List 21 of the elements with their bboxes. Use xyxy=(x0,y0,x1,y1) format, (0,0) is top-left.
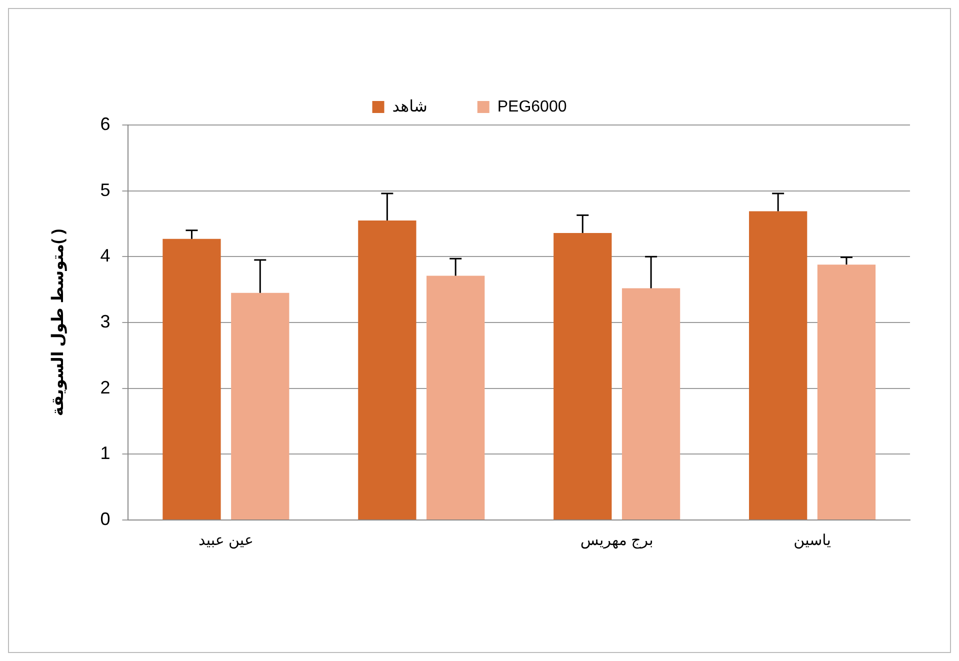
bar xyxy=(622,288,680,520)
bar xyxy=(358,220,416,520)
y-tick-label: 3 xyxy=(100,311,110,332)
bar xyxy=(749,211,808,520)
bar xyxy=(817,264,876,520)
y-tick-label: 1 xyxy=(100,443,110,464)
y-tick-label: 4 xyxy=(100,246,110,266)
y-tick-label: 0 xyxy=(100,508,110,529)
x-tick-label: برج مهريس xyxy=(580,532,654,550)
y-tick-label: 2 xyxy=(100,377,110,398)
y-axis-title: متوسط طول السويقة( ) xyxy=(50,228,68,416)
bar xyxy=(162,238,221,520)
bar xyxy=(231,292,290,520)
y-tick-label: 6 xyxy=(100,114,110,134)
legend-label: PEG6000 xyxy=(497,98,567,116)
bar xyxy=(554,232,612,520)
x-tick-label: ياسين xyxy=(794,532,831,550)
bar xyxy=(426,276,485,520)
legend-label: شاهد xyxy=(392,98,428,116)
x-tick-label: عين عبيد xyxy=(198,532,254,550)
y-tick-label: 5 xyxy=(100,180,110,200)
